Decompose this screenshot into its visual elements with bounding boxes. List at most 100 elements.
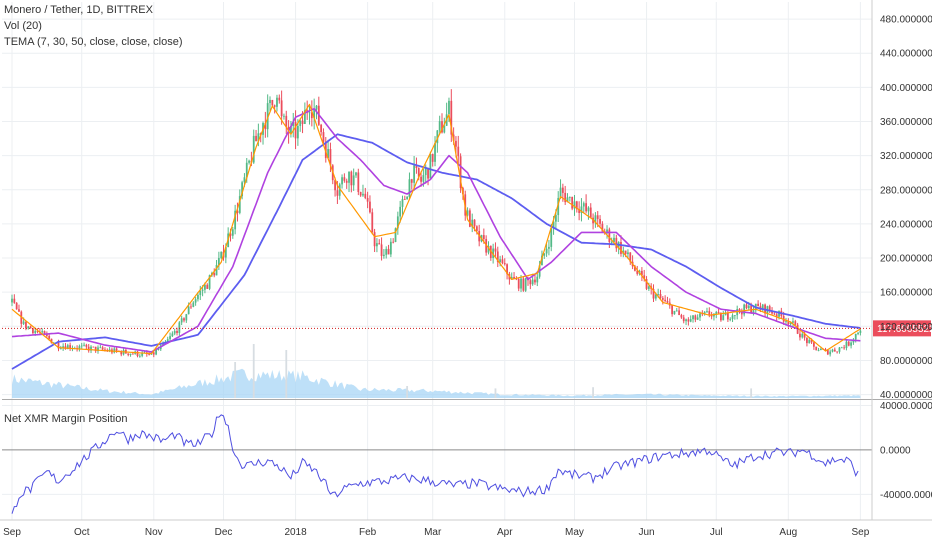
candle-body [169, 336, 171, 340]
candle-body [415, 165, 418, 168]
candle-body [238, 196, 241, 213]
candle-body [771, 310, 773, 314]
candle-body [738, 309, 741, 312]
candle-body [715, 311, 718, 315]
candle-body [85, 344, 88, 347]
sub-y-tick-label: -40000.0000 [880, 490, 932, 501]
candle-body [485, 239, 488, 253]
volume-bar [750, 388, 753, 398]
candle-body [231, 229, 234, 236]
candle-body [308, 112, 311, 114]
candle-body [831, 349, 834, 352]
candle-body [180, 318, 183, 323]
candle-body [799, 333, 801, 338]
symbol-title: Monero / Tether, 1D, BITTREX [4, 4, 153, 16]
candle-body [29, 326, 32, 329]
candle-body [838, 347, 841, 352]
candle-body [94, 346, 97, 352]
margin-pane-legend[interactable]: Net XMR Margin Position [4, 413, 128, 425]
y-tick-label: 40.00000000 [880, 390, 932, 401]
candle-body [371, 212, 374, 233]
candle-body [341, 177, 343, 185]
candle-body [857, 332, 859, 334]
tema-50-line [11, 133, 861, 370]
candle-body [338, 184, 341, 196]
candle-body [208, 275, 211, 289]
candle-body [385, 248, 388, 255]
candle-body [138, 355, 141, 357]
candle-body [680, 315, 683, 318]
candle-body [90, 346, 92, 351]
tema-legend[interactable]: TEMA (7, 30, 50, close, close, close) [4, 36, 183, 48]
candle-body [643, 275, 646, 280]
candle-body [582, 203, 585, 207]
candle-body [652, 289, 655, 299]
candle-body [436, 130, 439, 144]
candle-body [399, 206, 402, 217]
candle-body [757, 303, 760, 307]
candle-body [294, 122, 297, 139]
candle-body [373, 232, 376, 247]
candle-body [585, 203, 588, 212]
candle-body [303, 110, 306, 124]
candle-body [166, 339, 169, 342]
candle-body [27, 326, 30, 329]
y-tick-label: 400.00000000 [880, 83, 932, 94]
candle-body [503, 263, 506, 265]
candle-body [301, 120, 304, 124]
tema-indicator-label: TEMA (7, 30, 50, close, close, close) [4, 36, 183, 48]
y-tick-label: 240.00000000 [880, 219, 932, 230]
candle-body [13, 298, 16, 303]
candle-body [689, 319, 692, 322]
candle-body [773, 313, 776, 315]
candle-body [812, 342, 815, 347]
candle-body [34, 330, 37, 334]
candle-body [50, 338, 53, 344]
candle-body [785, 321, 787, 323]
volume-bar [285, 350, 288, 398]
candle-body [487, 245, 490, 253]
symbol-legend[interactable]: Monero / Tether, 1D, BITTREX [4, 4, 153, 16]
candle-body [413, 165, 416, 183]
y-tick-label: 160.00000000 [880, 288, 932, 299]
candle-body [136, 351, 139, 357]
candle-body [57, 342, 60, 349]
candle-body [234, 210, 237, 230]
candle-body [327, 149, 330, 159]
candle-body [571, 196, 574, 209]
candle-body [271, 99, 274, 106]
candle-body [113, 348, 116, 353]
candle-body [355, 172, 357, 176]
candle-body [664, 299, 667, 302]
y-tick-label: 200.00000000 [880, 254, 932, 265]
candle-body [185, 314, 188, 321]
candle-body [101, 347, 104, 350]
candle-body [87, 346, 90, 351]
candle-body [443, 125, 446, 133]
candle-body [359, 192, 362, 196]
candle-body [845, 341, 848, 349]
x-tick-label: Sep [3, 527, 21, 538]
candle-body [850, 342, 852, 346]
candle-body [310, 112, 313, 119]
candle-body [524, 278, 527, 291]
candle-body [441, 121, 443, 133]
volume-legend[interactable]: Vol (20) [4, 20, 42, 32]
candle-body [789, 322, 792, 325]
candle-body [817, 350, 820, 351]
candle-body [104, 349, 106, 351]
candle-body [148, 354, 151, 355]
candle-body [20, 311, 23, 324]
candle-body [141, 352, 144, 356]
candle-body [566, 197, 569, 203]
candle-body [276, 97, 278, 107]
candle-body [496, 251, 499, 263]
candle-body [792, 321, 794, 323]
y-tick-label: 320.00000000 [880, 151, 932, 162]
candle-body [578, 209, 581, 213]
candle-body [424, 168, 427, 176]
last-price-line: 117.60055221 [2, 320, 932, 337]
candle-body [559, 187, 562, 198]
